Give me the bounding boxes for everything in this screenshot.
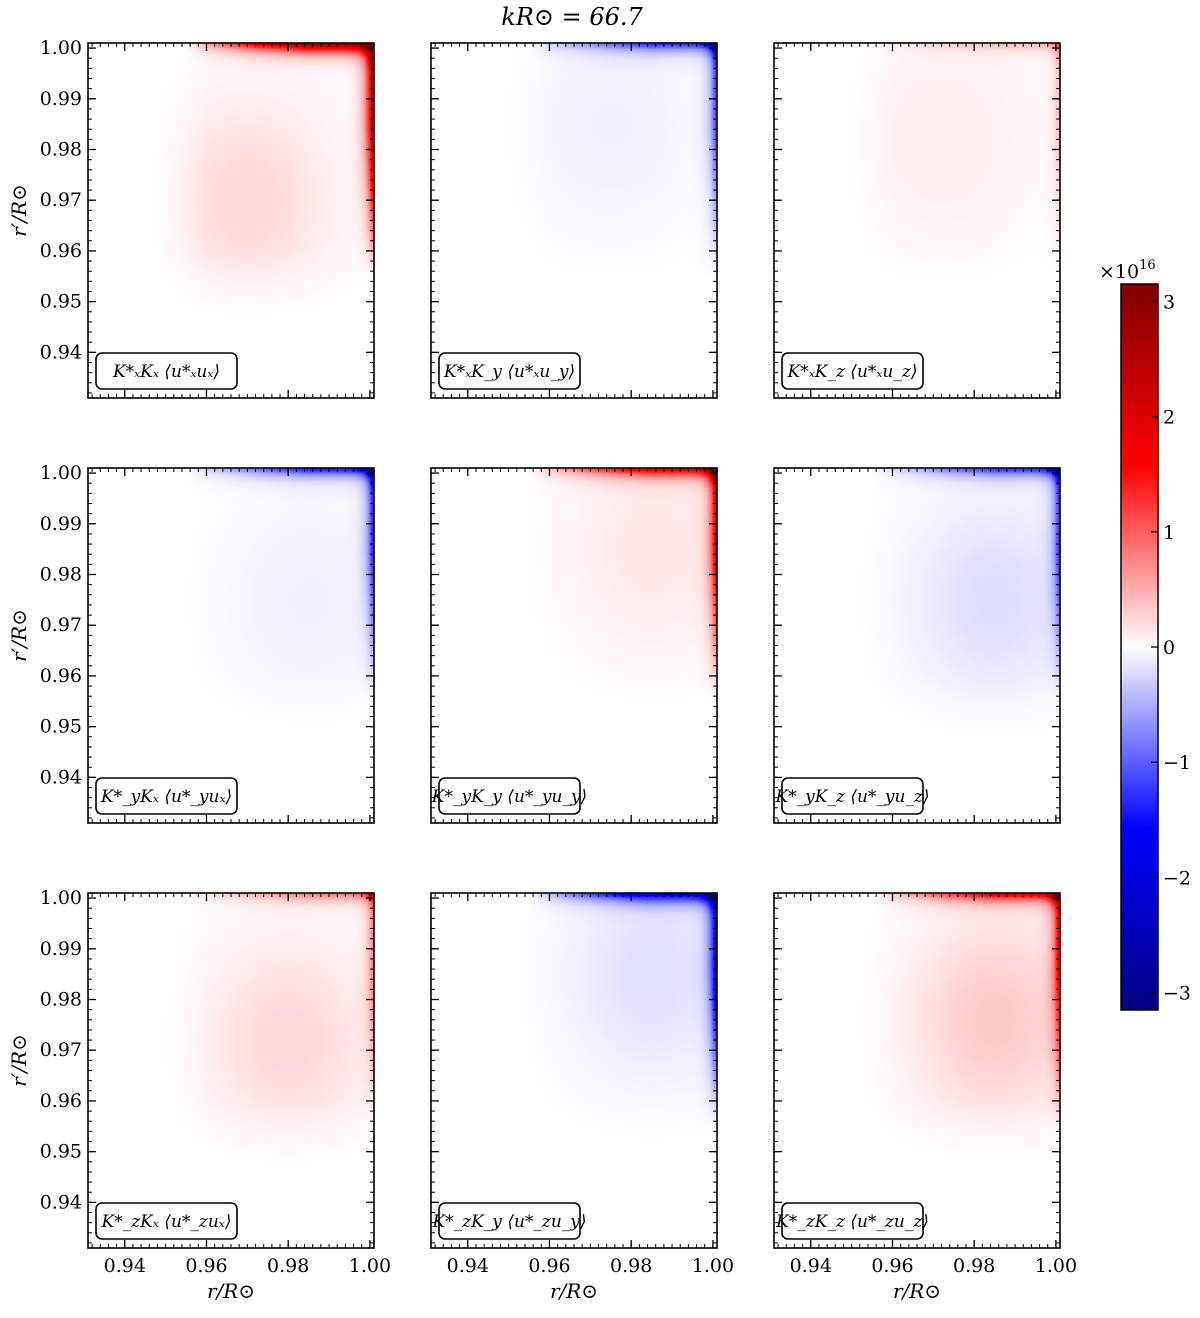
y-tick-label: 0.94	[40, 341, 82, 363]
colorbar-tick-label: 1	[1163, 522, 1175, 544]
y-tick-label: 1.00	[40, 37, 82, 59]
x-tick-label: 1.00	[692, 1255, 734, 1277]
y-tick-label: 0.96	[40, 1090, 82, 1112]
colorbar-tick-label: −2	[1163, 867, 1191, 889]
x-axis-label: r/R⊙	[207, 1279, 255, 1303]
y-tick-label: 0.95	[40, 716, 82, 738]
y-axis-label: r′/R⊙	[7, 609, 31, 662]
y-tick-label: 0.99	[40, 513, 82, 535]
x-tick-label: 0.94	[447, 1255, 489, 1277]
x-tick-label: 1.00	[349, 1255, 391, 1277]
panel-zx: 0.94 0.96 0.98 1.00 0.94 0.95 0.96 0.97 0.98 0.99…	[7, 887, 391, 1303]
y-tick-label: 0.98	[40, 139, 82, 161]
y-tick-label: 0.97	[40, 614, 82, 636]
y-tick-label: 0.97	[40, 1039, 82, 1061]
x-axis-label: r/R⊙	[893, 1279, 941, 1303]
y-tick-label: 0.98	[40, 564, 82, 586]
panel-label-box	[438, 1202, 581, 1240]
panel-xx: 0.94 0.95 0.96 0.97 0.98 0.99 1.00 r′/R⊙ K*ₓKₓ ⟨…	[7, 37, 375, 399]
panel-label-box	[95, 352, 238, 390]
colorbar: −3 −2 −1 0 1 2 3 ×1016	[1099, 258, 1191, 1011]
panel-label-box	[95, 1202, 238, 1240]
heatmap-image	[431, 43, 717, 398]
panel-label: K*ₓK_y ⟨u*ₓu_y⟩	[443, 362, 575, 382]
y-tick-label: 0.99	[40, 938, 82, 960]
colorbar-scale-exponent: 16	[1139, 258, 1156, 273]
y-tick-label: 0.98	[40, 989, 82, 1011]
panels-layer: 0.94 0.95 0.96 0.97 0.98 0.99 1.00 r′/R⊙ K*ₓKₓ ⟨…	[7, 37, 1077, 1303]
panel-label: K*_zK_y ⟨u*_zu_y⟩	[431, 1212, 586, 1232]
y-tick-label: 0.95	[40, 1141, 82, 1163]
heatmap-image	[774, 468, 1060, 823]
x-tick-label: 0.98	[610, 1255, 652, 1277]
colorbar-tick-label: −1	[1163, 752, 1191, 774]
heatmap-image	[88, 43, 374, 398]
x-tick-label: 0.94	[104, 1255, 146, 1277]
x-tick-label: 0.96	[528, 1255, 570, 1277]
colorbar-scale-label: ×1016	[1099, 258, 1156, 283]
figure-title: kR⊙ = 66.7	[501, 3, 643, 31]
panel-label-box	[781, 352, 924, 390]
x-tick-label: 0.94	[790, 1255, 832, 1277]
x-tick-label: 1.00	[1035, 1255, 1077, 1277]
panel-label-box	[781, 1202, 924, 1240]
x-tick-label: 0.98	[267, 1255, 309, 1277]
panel-label: K*_zKₓ ⟨u*_zuₓ⟩	[101, 1212, 232, 1232]
heatmap-image	[88, 468, 374, 823]
panel-label-box	[438, 777, 581, 815]
heatmap-image	[88, 893, 374, 1248]
y-tick-label: 0.99	[40, 88, 82, 110]
panel-label-box	[95, 777, 238, 815]
x-tick-label: 0.98	[953, 1255, 995, 1277]
panel-yy: K*_yK_y ⟨u*_yu_y⟩	[430, 467, 718, 824]
colorbar-tick-label: 3	[1163, 291, 1175, 313]
colorbar-tick-label: 0	[1163, 637, 1175, 659]
y-tick-label: 0.96	[40, 665, 82, 687]
y-tick-label: 0.95	[40, 291, 82, 313]
heatmap-image	[774, 43, 1060, 398]
panel-yx: 0.94 0.95 0.96 0.97 0.98 0.99 1.00 r′/R⊙ K*_yKₓ …	[7, 462, 375, 824]
panel-label: K*_zK_z ⟨u*_zu_z⟩	[775, 1212, 929, 1232]
colorbar-tick-label: −3	[1163, 983, 1191, 1005]
y-tick-label: 0.96	[40, 240, 82, 262]
heatmap-image	[431, 468, 717, 823]
y-tick-label: 1.00	[40, 887, 82, 909]
y-tick-label: 0.94	[40, 766, 82, 788]
heatmap-image	[431, 893, 717, 1248]
panel-label: K*_yKₓ ⟨u*_yuₓ⟩	[100, 787, 232, 807]
panel-zz: 0.94 0.96 0.98 1.00 r/R⊙ K*_zK_z ⟨u*_zu_z⟩	[773, 892, 1077, 1303]
panel-label: K*ₓKₓ ⟨u*ₓuₓ⟩	[112, 362, 220, 382]
panel-zy: 0.94 0.96 0.98 1.00 r/R⊙ K*_zK_y ⟨u*_zu_y⟩	[430, 892, 734, 1303]
y-tick-label: 0.94	[40, 1191, 82, 1213]
x-tick-label: 0.96	[871, 1255, 913, 1277]
panel-label: K*_yK_y ⟨u*_yu_y⟩	[431, 787, 587, 807]
colorbar-tick-label: 2	[1163, 407, 1175, 429]
panel-label: K*_yK_z ⟨u*_yu_z⟩	[774, 787, 929, 807]
panel-yz: K*_yK_z ⟨u*_yu_z⟩	[773, 467, 1061, 824]
panel-label-box	[438, 352, 581, 390]
panel-xy: K*ₓK_y ⟨u*ₓu_y⟩	[430, 42, 718, 399]
y-axis-label: r′/R⊙	[7, 1034, 31, 1087]
x-tick-label: 0.96	[185, 1255, 227, 1277]
heatmap-image	[774, 893, 1060, 1248]
y-tick-label: 0.97	[40, 189, 82, 211]
panel-label-box	[781, 777, 924, 815]
y-axis-label: r′/R⊙	[7, 184, 31, 237]
y-tick-label: 1.00	[40, 462, 82, 484]
panel-xz: K*ₓK_z ⟨u*ₓu_z⟩	[773, 42, 1061, 399]
panel-label: K*ₓK_z ⟨u*ₓu_z⟩	[787, 362, 918, 382]
x-axis-label: r/R⊙	[550, 1279, 598, 1303]
